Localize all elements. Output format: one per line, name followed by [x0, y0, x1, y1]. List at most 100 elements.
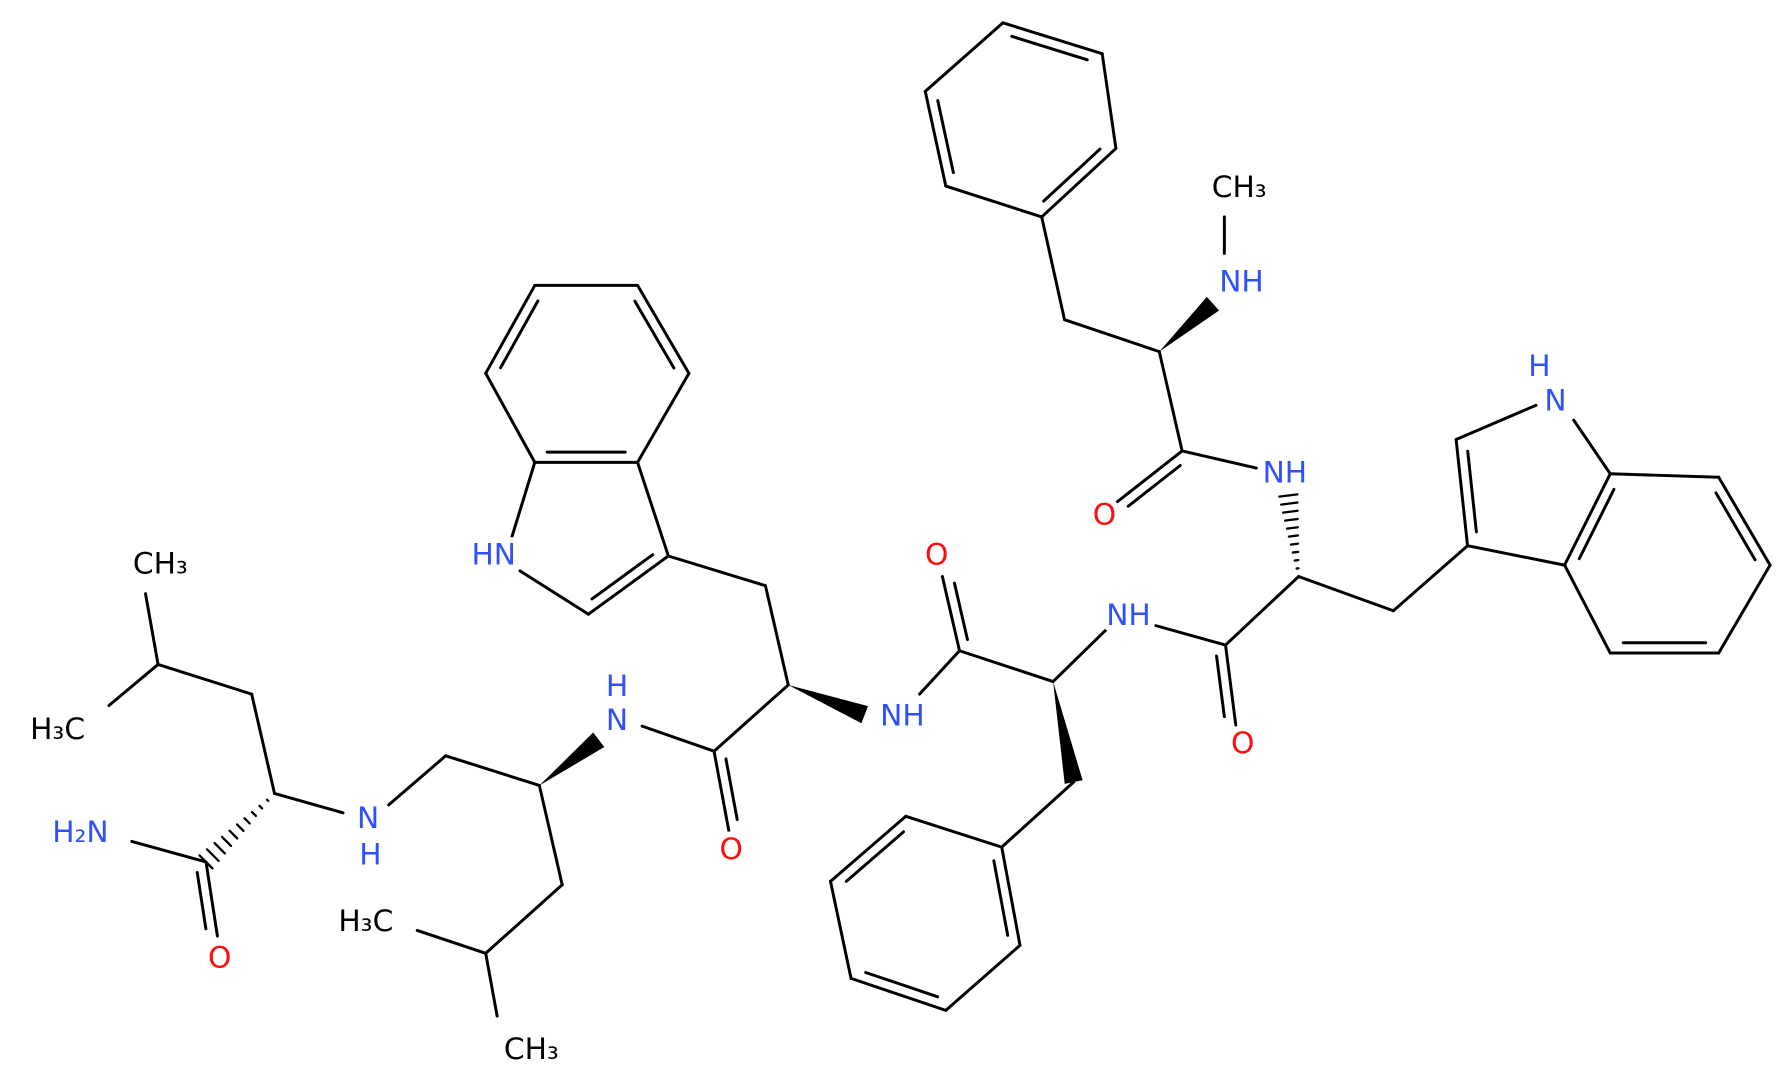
bond: [1278, 493, 1299, 498]
bond: [640, 724, 716, 753]
bond: [636, 371, 691, 464]
bond: [1608, 472, 1721, 479]
atom-label: NH: [1263, 454, 1308, 489]
atom-label: NH: [880, 697, 925, 732]
bond: [484, 283, 537, 375]
bond: [1285, 526, 1299, 530]
atom-label: H₂N: [52, 814, 108, 849]
bond: [586, 554, 670, 616]
bond: [1010, 34, 1089, 62]
bond: [1224, 643, 1238, 727]
bond: [1159, 296, 1220, 352]
bond: [1000, 780, 1076, 849]
bond: [1063, 318, 1161, 354]
bond: [250, 692, 276, 795]
bond: [130, 839, 208, 864]
bond: [712, 749, 731, 833]
atom-label: O: [1231, 725, 1254, 760]
bond: [923, 89, 948, 188]
bond: [510, 460, 537, 539]
bond: [1126, 463, 1182, 508]
atom-label: H: [359, 837, 381, 872]
bond: [250, 810, 258, 818]
bond: [829, 879, 853, 980]
bond: [213, 841, 227, 855]
bond: [156, 662, 254, 696]
bond: [144, 592, 160, 666]
bond: [788, 684, 869, 724]
bond: [1466, 544, 1567, 567]
bond: [265, 798, 270, 803]
bond: [1280, 501, 1299, 506]
bond: [829, 814, 908, 883]
bonds: [107, 21, 1772, 1018]
bond: [1454, 403, 1538, 442]
bond: [844, 830, 905, 883]
bond: [1100, 52, 1118, 150]
bond: [1040, 146, 1118, 219]
atom-label: O: [925, 536, 948, 571]
bond: [537, 783, 564, 887]
bond: [1572, 418, 1612, 476]
bond: [1224, 575, 1301, 647]
atom-label: H: [1528, 348, 1550, 383]
bond: [1112, 449, 1184, 507]
bond: [712, 683, 790, 753]
bond: [1051, 628, 1108, 684]
bond: [1297, 575, 1395, 613]
bond: [940, 575, 961, 653]
bond: [1577, 487, 1616, 561]
bond: [633, 299, 676, 370]
bond: [636, 460, 670, 558]
bond: [220, 835, 233, 848]
bond: [539, 732, 605, 786]
bond: [1042, 147, 1102, 203]
atom-label: NH: [1106, 597, 1151, 632]
bond: [484, 951, 499, 1018]
atom-label: H: [606, 668, 628, 703]
atom-label: HN: [471, 536, 516, 571]
bond: [1040, 215, 1067, 322]
atom-label: CH₃: [1212, 169, 1267, 204]
bond: [1391, 544, 1470, 613]
bond: [444, 754, 541, 787]
bond: [258, 804, 264, 810]
bond: [992, 859, 1010, 937]
bond: [958, 649, 1055, 684]
bond: [484, 371, 537, 464]
bond: [195, 870, 208, 931]
atom-label: N: [606, 702, 628, 737]
bond: [918, 649, 961, 696]
bond: [590, 553, 655, 601]
bond: [864, 971, 940, 999]
bond: [1717, 475, 1772, 567]
bond: [1717, 563, 1772, 655]
bond: [944, 184, 1044, 219]
bond: [1000, 845, 1022, 947]
atom-label: NH: [1219, 264, 1264, 299]
bond: [1466, 449, 1478, 534]
bond: [923, 21, 1005, 93]
bond: [499, 299, 540, 370]
bond: [484, 883, 564, 955]
bond: [198, 854, 214, 870]
bond: [387, 754, 448, 807]
bond: [1454, 438, 1470, 548]
atom-label: H₃C: [30, 711, 85, 746]
atom-label: H₃C: [338, 903, 393, 938]
bond: [1714, 491, 1757, 562]
bond: [1180, 449, 1258, 470]
atom-labels: CH₃ NH O NH H N O NH O NH O H N HN N H H…: [24, 163, 1572, 1071]
bond: [1563, 563, 1612, 655]
bond: [228, 829, 239, 840]
bond: [1289, 542, 1300, 546]
bond: [204, 860, 219, 938]
bond: [849, 976, 948, 1012]
bond: [904, 814, 1004, 849]
atom-label: N: [1544, 382, 1566, 417]
bond: [1001, 21, 1104, 56]
bond: [1287, 534, 1300, 538]
bond: [518, 569, 590, 616]
bond: [205, 848, 220, 863]
